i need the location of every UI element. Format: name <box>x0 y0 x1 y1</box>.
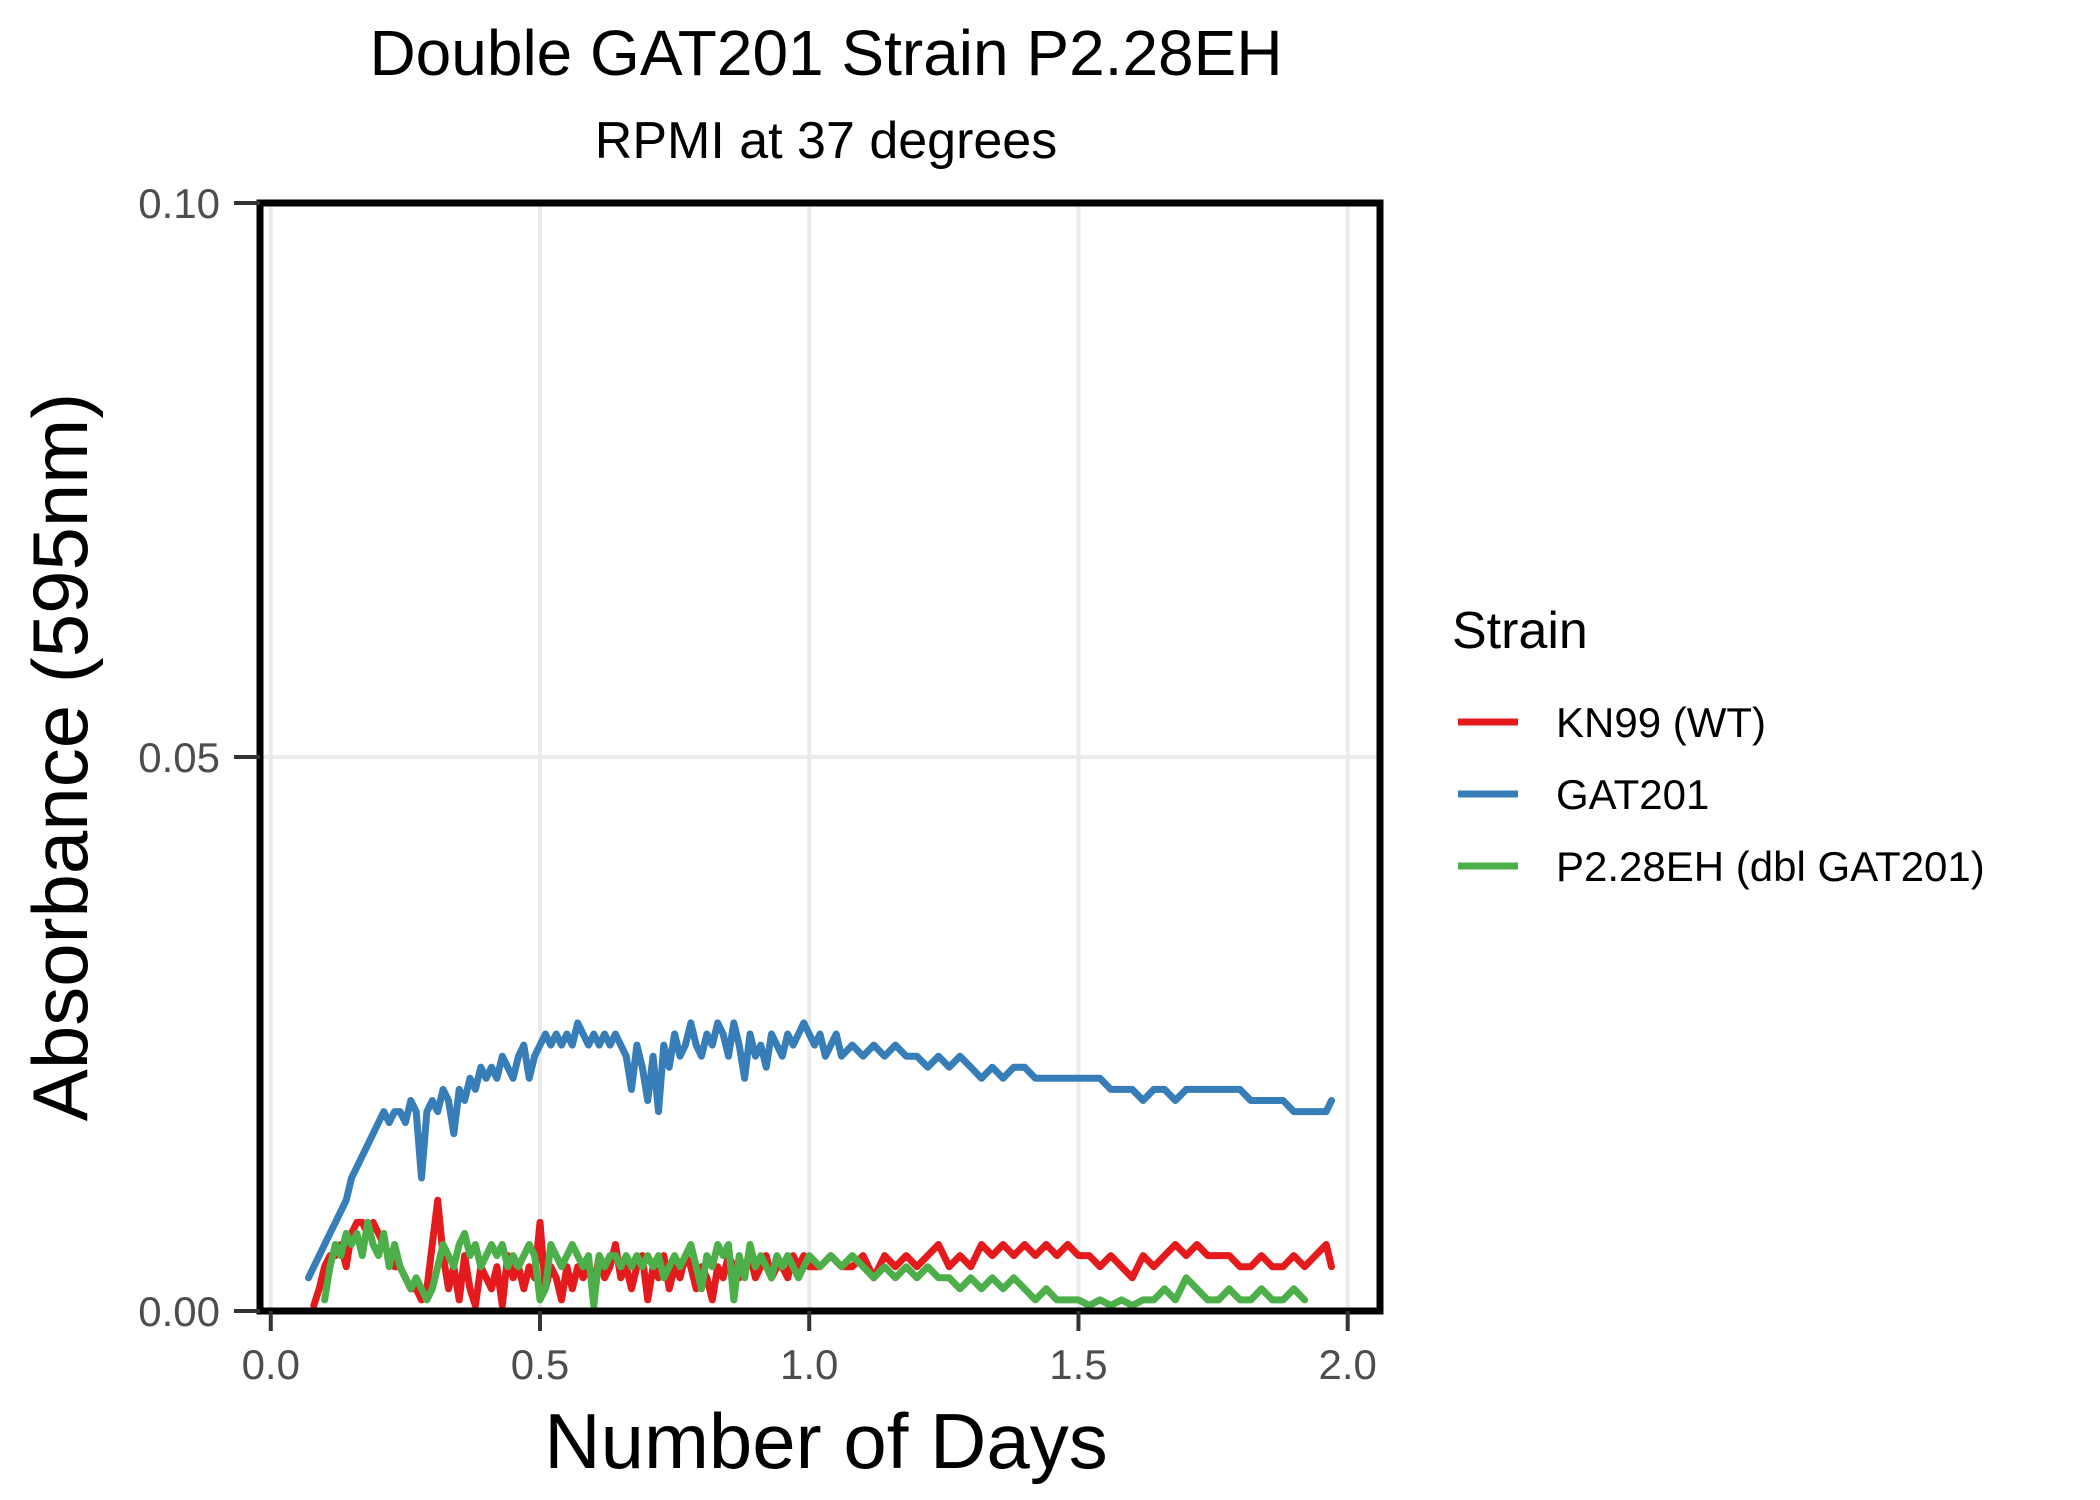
grid-lines <box>260 201 1380 1313</box>
y-tick-label: 0.10 <box>138 180 220 227</box>
x-axis-title: Number of Days <box>544 1397 1108 1485</box>
legend-label-2: GAT201 <box>1556 771 1709 818</box>
legend-label-1: KN99 (WT) <box>1556 699 1766 746</box>
series-line-2 <box>305 1019 1335 1282</box>
series-lines <box>305 1019 1335 1309</box>
x-tick-label: 1.5 <box>1049 1341 1107 1388</box>
x-tick-label: 0.0 <box>242 1341 300 1388</box>
axes: 0.0 0.5 1.0 1.5 2.0 0.00 0.05 0.10 <box>138 180 1377 1388</box>
x-tick-label: 2.0 <box>1318 1341 1376 1388</box>
legend-title: Strain <box>1452 602 1588 660</box>
chart-subtitle: RPMI at 37 degrees <box>595 112 1057 170</box>
chart-title: Double GAT201 Strain P2.28EH <box>369 17 1282 89</box>
y-tick-label: 0.05 <box>138 734 220 781</box>
y-tick-label: 0.00 <box>138 1288 220 1335</box>
x-tick-label: 1.0 <box>780 1341 838 1388</box>
legend-label-3: P2.28EH (dbl GAT201) <box>1556 843 1985 890</box>
series-line-1 <box>310 1196 1335 1309</box>
y-axis-title: Absorbance (595nm) <box>16 393 104 1121</box>
x-tick-label: 0.5 <box>511 1341 569 1388</box>
series-line-3 <box>321 1218 1309 1309</box>
legend: Strain KN99 (WT) GAT201 P2.28EH (dbl GAT20… <box>1452 602 1985 890</box>
